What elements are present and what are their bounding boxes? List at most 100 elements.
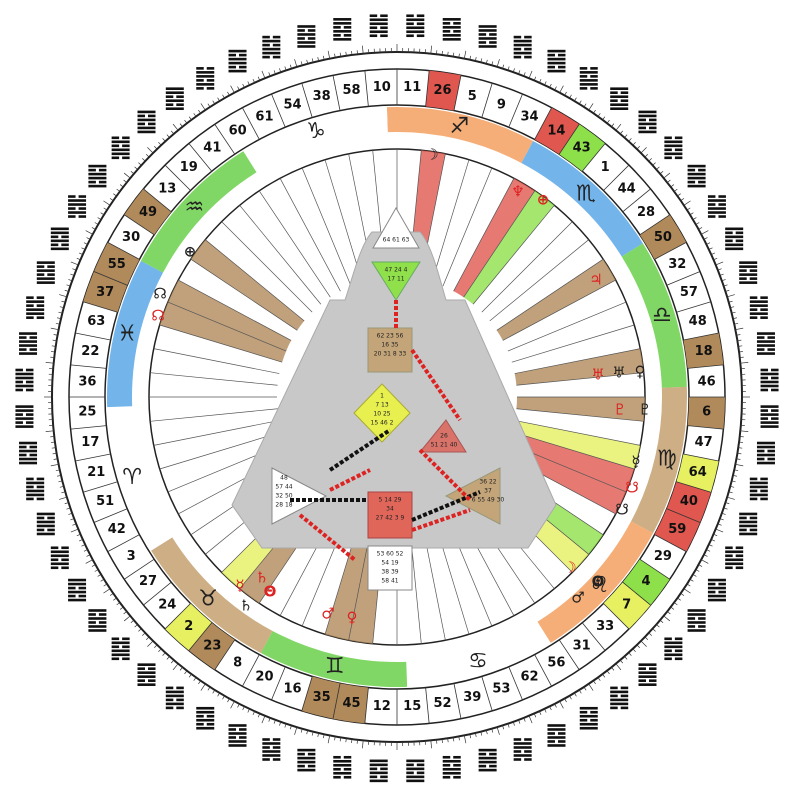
tick	[78, 539, 83, 542]
gate-number: 31	[573, 638, 591, 653]
hexagram-line	[88, 164, 107, 168]
hexagram-line	[36, 273, 45, 276]
hexagram-line	[297, 25, 316, 28]
tick	[81, 544, 86, 547]
hexagram-line	[15, 388, 23, 392]
tick	[158, 142, 162, 146]
tick	[728, 300, 733, 303]
tick	[261, 715, 266, 724]
gate-number: 19	[180, 160, 198, 175]
hexagram-line	[15, 425, 34, 428]
planet: ♅	[591, 366, 604, 384]
hexagram-line	[620, 99, 629, 103]
hexagram-line	[478, 45, 497, 48]
hexagram-line	[88, 609, 107, 612]
cell-divider	[332, 75, 341, 111]
tick	[351, 739, 353, 744]
bodygraph	[231, 206, 557, 591]
tick	[61, 491, 66, 494]
hexagram-line	[98, 168, 107, 172]
tick	[273, 719, 276, 724]
hexagram-line	[137, 118, 156, 122]
cell-divider	[654, 534, 687, 552]
hexagram-line	[547, 744, 566, 747]
tick	[730, 485, 735, 488]
hexagram-line	[442, 38, 461, 41]
tick	[193, 677, 197, 681]
hexagram-line	[78, 594, 87, 598]
hexagram-line	[756, 348, 765, 351]
hexagram-line	[36, 477, 45, 481]
hexagram-line	[524, 55, 532, 59]
hexagram-line	[579, 83, 598, 86]
tick	[602, 673, 606, 678]
cell-divider	[143, 581, 172, 606]
tick	[58, 480, 63, 483]
tick	[334, 736, 336, 741]
gate-number: 8	[233, 655, 242, 670]
hexagram-line	[513, 55, 522, 59]
hexagram-line	[590, 87, 598, 90]
tick	[469, 55, 472, 60]
hexagram-line	[416, 22, 425, 26]
activation-wedge	[190, 239, 305, 331]
tick	[362, 45, 364, 54]
hexagram-line	[50, 231, 69, 235]
hexagram-line	[176, 103, 184, 107]
planet: ♀	[347, 609, 358, 627]
cell-divider	[666, 508, 701, 523]
tick	[97, 217, 102, 220]
hexagram-line	[590, 75, 598, 78]
hexagram-line	[297, 45, 316, 48]
hexagram-line	[579, 79, 598, 82]
tick	[485, 730, 488, 735]
hexagram-line	[664, 152, 683, 156]
hexagram-line	[610, 698, 629, 702]
tick	[311, 731, 314, 736]
bodygraph-gates: 20 31 8 33	[374, 351, 407, 358]
hexagram-line	[547, 732, 555, 735]
hexagram-line	[50, 554, 69, 558]
hexagram	[26, 477, 45, 501]
hexagram	[88, 609, 107, 632]
hexagram-line	[749, 516, 758, 520]
hexagram-line	[513, 51, 532, 55]
tick	[731, 480, 736, 483]
hexagram-line	[749, 477, 758, 481]
tick	[188, 673, 192, 678]
zodiac-segment	[521, 140, 643, 257]
tick	[207, 686, 211, 691]
hexagram-line	[380, 14, 388, 18]
hexagram-line	[513, 758, 522, 761]
hexagram-line	[25, 380, 34, 384]
tick	[317, 732, 319, 737]
gate-number: 49	[139, 205, 157, 220]
hexagram-line	[176, 686, 184, 690]
hexagram-line	[19, 453, 27, 457]
hexagram-line	[442, 755, 451, 759]
hexagram-line	[36, 269, 55, 272]
hexagram-line	[453, 775, 461, 779]
gate-number: 38	[313, 89, 331, 104]
hexagram	[579, 67, 598, 90]
hexagram-line	[50, 239, 69, 243]
hexagram-line	[262, 758, 270, 761]
tick	[242, 706, 245, 711]
tick	[496, 727, 500, 735]
hexagram-line	[68, 594, 76, 598]
hexagram-line	[513, 738, 522, 741]
g-center	[353, 383, 411, 443]
tick	[170, 659, 175, 664]
hexagram-line	[416, 14, 425, 18]
tick	[334, 53, 336, 58]
tick	[496, 59, 500, 67]
hexagram-line	[442, 30, 451, 33]
tick	[97, 574, 102, 577]
bodygraph-gates: 32 50	[275, 493, 292, 500]
planet: ♄	[255, 569, 268, 587]
hexagram	[756, 332, 775, 355]
ray	[150, 372, 278, 386]
hexagram-line	[68, 207, 76, 210]
tick	[574, 692, 577, 697]
hexagram-line	[228, 724, 247, 727]
